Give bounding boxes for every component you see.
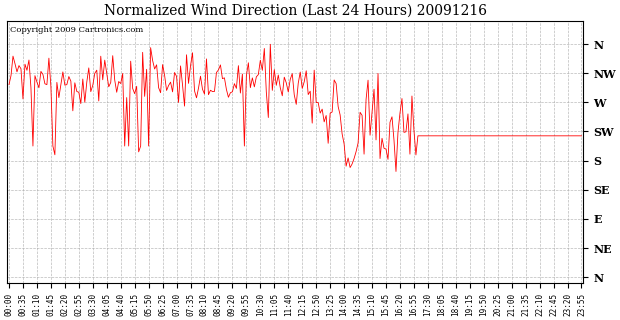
Text: Copyright 2009 Cartronics.com: Copyright 2009 Cartronics.com: [10, 26, 143, 34]
Title: Normalized Wind Direction (Last 24 Hours) 20091216: Normalized Wind Direction (Last 24 Hours…: [104, 4, 487, 18]
